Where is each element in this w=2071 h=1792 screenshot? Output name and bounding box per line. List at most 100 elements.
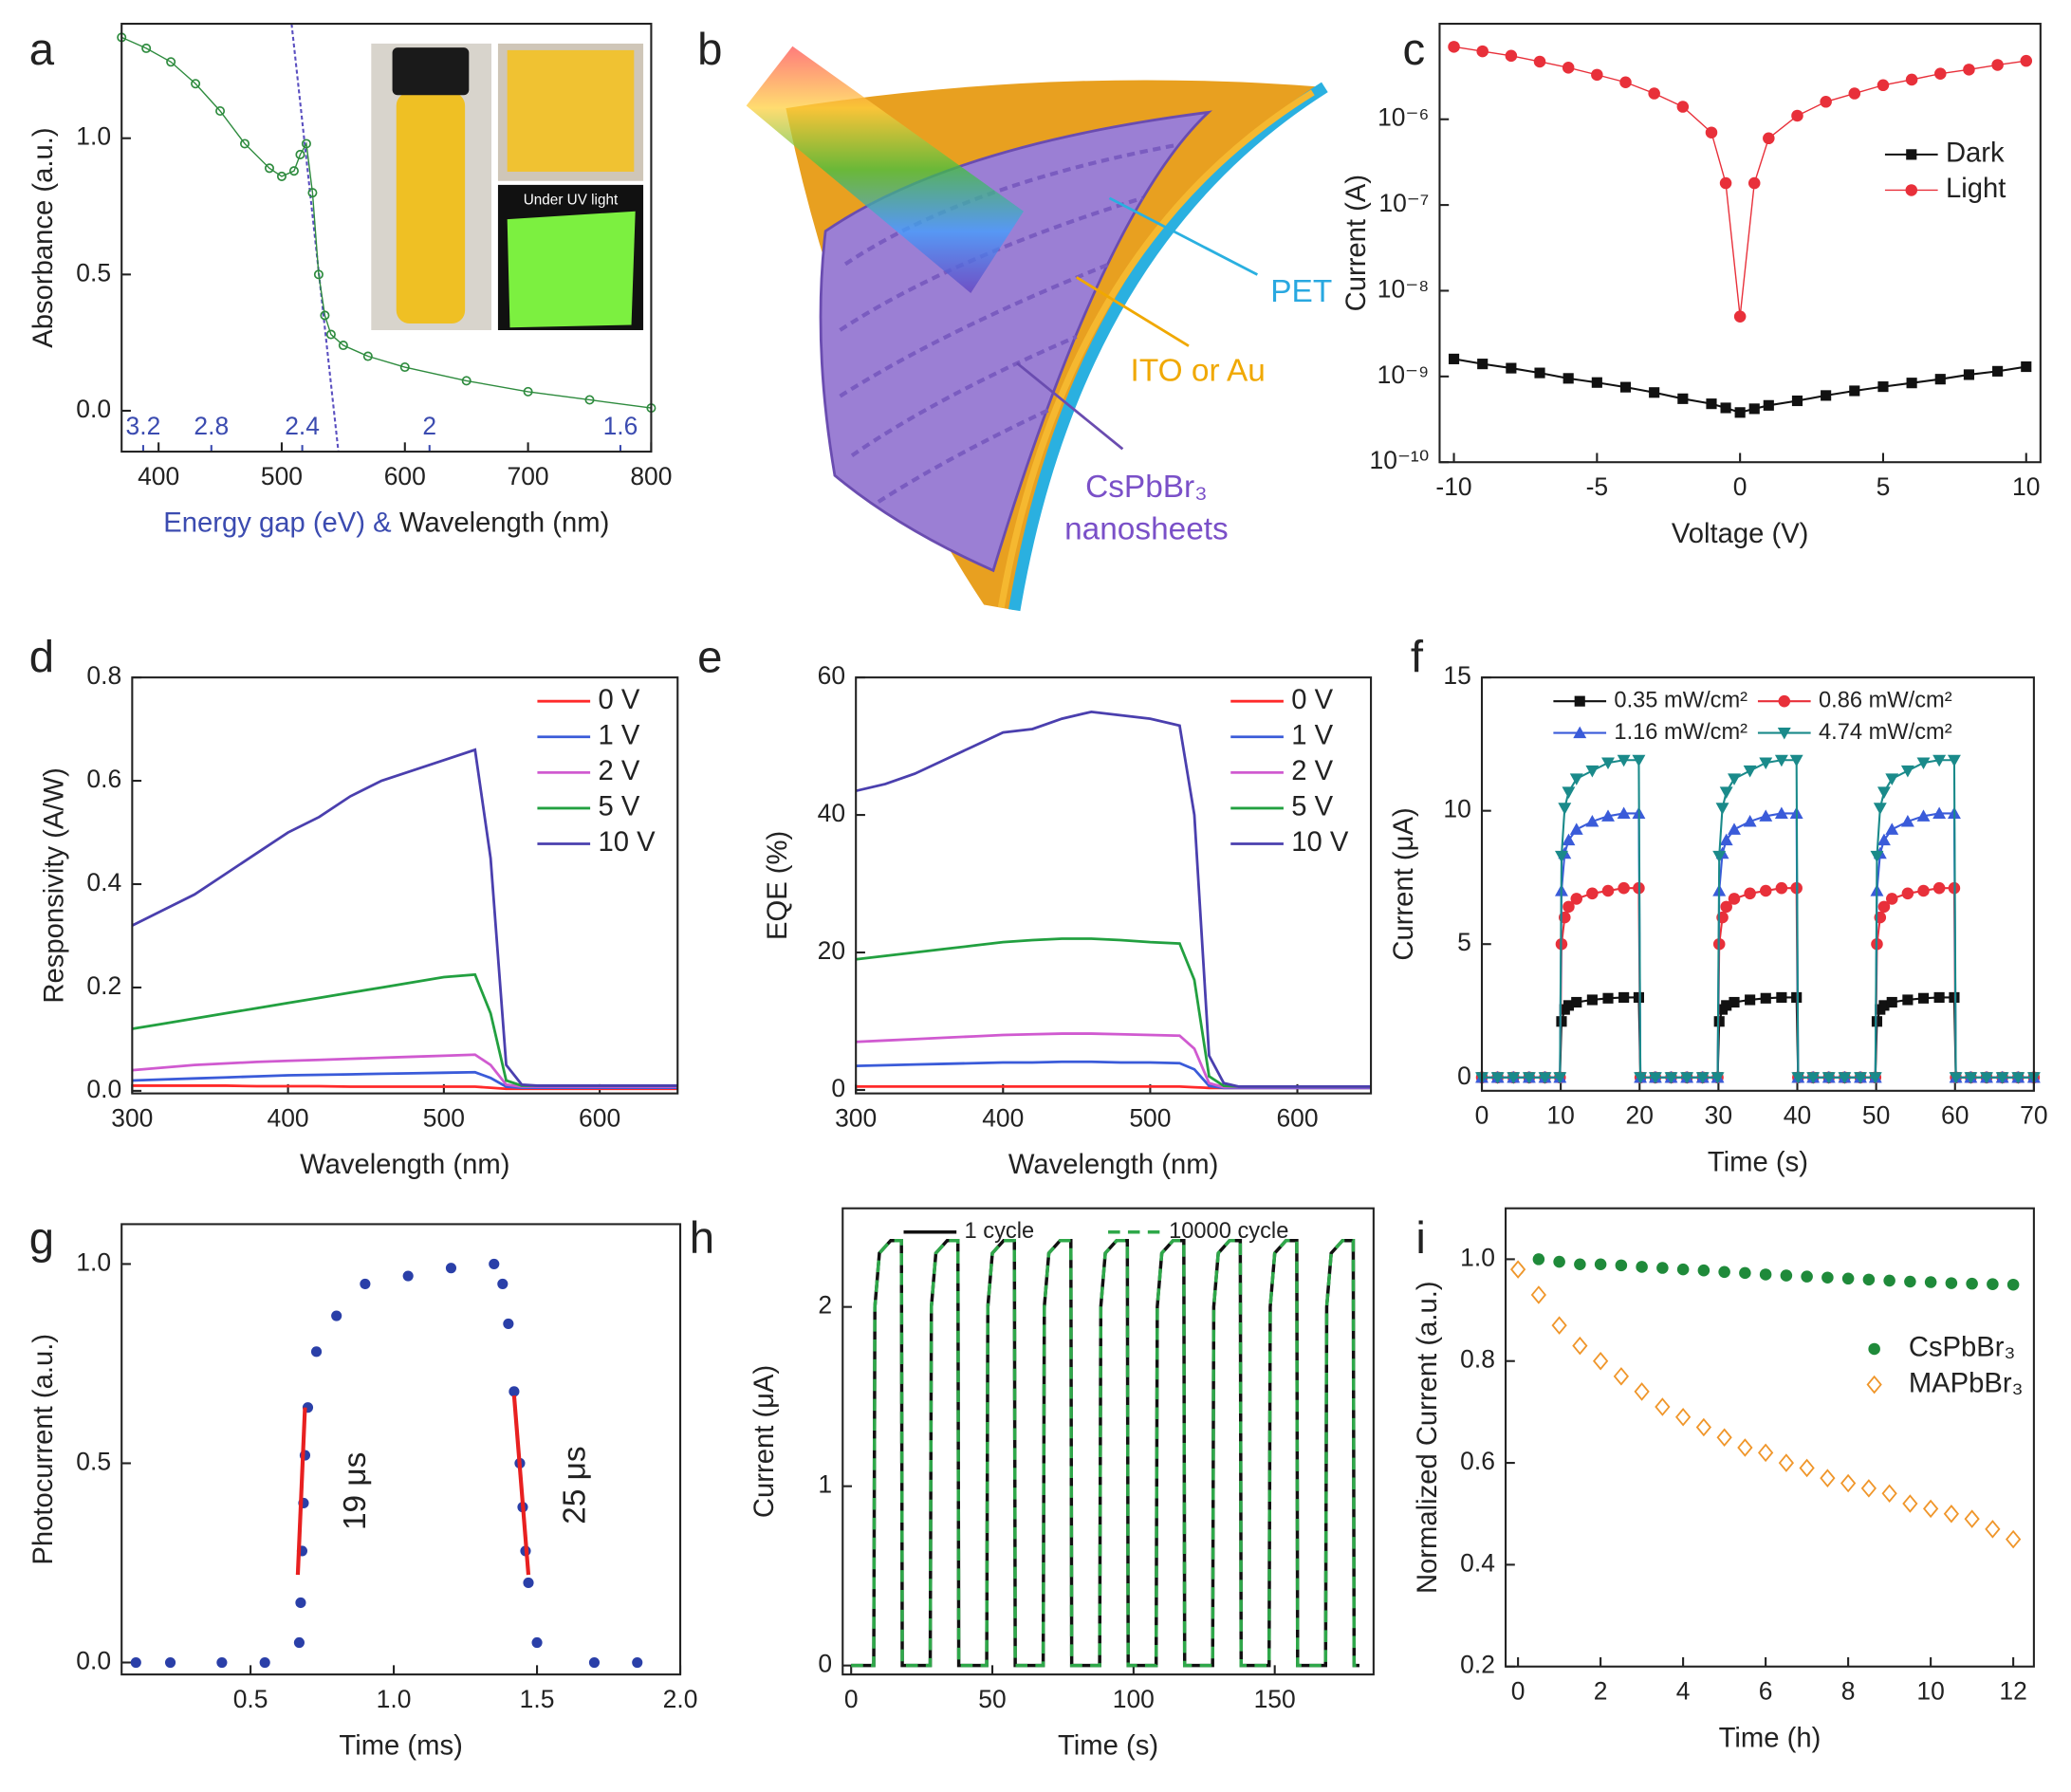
plot-frame xyxy=(855,676,1373,1095)
y-tick-label: 0.8 xyxy=(86,661,121,690)
x-tick-label: 600 xyxy=(384,462,426,490)
marker xyxy=(1695,1072,1710,1084)
y-tick-label: 0 xyxy=(1457,1062,1471,1090)
marker xyxy=(313,269,324,280)
marker xyxy=(1934,67,1947,80)
x-axis-label: Time (h) xyxy=(1719,1723,1821,1753)
marker xyxy=(1448,353,1460,364)
marker xyxy=(1551,1316,1567,1335)
series-line xyxy=(856,1060,1372,1090)
marker xyxy=(1860,1479,1877,1498)
x-tick-label: 70 xyxy=(2020,1101,2047,1130)
marker xyxy=(1881,1484,1897,1504)
panel-label: e xyxy=(697,633,722,683)
x-tick-label: 600 xyxy=(1276,1103,1318,1132)
marker xyxy=(1877,900,1891,914)
series-line xyxy=(855,710,1372,1088)
y-axis-label: Photocurrent (a.u.) xyxy=(28,1334,59,1565)
marker xyxy=(1505,49,1518,63)
marker xyxy=(1618,881,1630,895)
x-tick-label: 400 xyxy=(138,462,179,490)
marker xyxy=(1995,1072,2009,1084)
marker xyxy=(1676,1263,1690,1276)
plot-frame xyxy=(120,23,653,453)
marker xyxy=(1877,79,1890,92)
series-line xyxy=(1453,358,2026,414)
marker xyxy=(1570,893,1583,905)
fit-line xyxy=(511,1395,531,1576)
marker xyxy=(1569,773,1583,785)
marker xyxy=(1507,1072,1521,1084)
legend-label: 2 V xyxy=(1291,756,1333,786)
x-axis-label-text: Time (s) xyxy=(1058,1730,1158,1761)
legend-label: 0 V xyxy=(1291,685,1333,715)
y-tick-label: 0 xyxy=(831,1074,845,1102)
y-axis-label: Normalized Current (a.u.) xyxy=(1413,1281,1443,1594)
panel-label: a xyxy=(29,25,55,75)
x-axis-label: Time (ms) xyxy=(339,1730,462,1761)
marker xyxy=(1763,132,1775,145)
marker xyxy=(1966,1277,1978,1290)
marker xyxy=(1720,900,1732,914)
marker xyxy=(1821,390,1832,401)
marker xyxy=(307,188,318,198)
y-tick-label: 2 xyxy=(818,1291,832,1320)
marker xyxy=(1571,996,1582,1008)
series-line xyxy=(856,1032,1372,1089)
x-axis-label: Wavelength (nm) xyxy=(1008,1150,1218,1180)
marker xyxy=(1757,1443,1774,1463)
legend-label: 10 V xyxy=(1291,827,1349,858)
legend-label: 0.86 mW/cm² xyxy=(1819,688,1952,712)
y-tick-label: 10⁻⁶ xyxy=(1378,103,1429,132)
x-tick-label: 50 xyxy=(978,1685,1006,1713)
marker xyxy=(1715,803,1729,815)
legend-label: 1.16 mW/cm² xyxy=(1614,720,1747,745)
series-line xyxy=(851,1238,1359,1668)
annotation: 19 μs xyxy=(338,1452,373,1530)
marker xyxy=(1728,822,1741,835)
x-tick-label: 500 xyxy=(1129,1103,1171,1132)
marker xyxy=(1710,1072,1725,1084)
x-axis-label-text: Time (h) xyxy=(1719,1723,1821,1753)
marker xyxy=(1963,369,1975,380)
marker xyxy=(360,1278,371,1290)
marker xyxy=(276,171,287,181)
marker xyxy=(1718,1265,1730,1279)
x2-tick-label: 2.8 xyxy=(194,412,229,440)
panel-label: h xyxy=(690,1213,714,1264)
marker xyxy=(1924,1276,1937,1288)
marker xyxy=(1743,814,1757,827)
y-axis-label: Current (A) xyxy=(1341,175,1372,312)
x2-tick-label: 2 xyxy=(422,412,436,440)
marker xyxy=(1530,1285,1547,1304)
x-tick-label: 8 xyxy=(1841,1677,1856,1706)
marker xyxy=(325,329,336,340)
marker xyxy=(1591,377,1602,388)
marker xyxy=(1522,1072,1536,1084)
marker xyxy=(264,163,274,174)
x-tick-label: 0 xyxy=(1475,1101,1489,1130)
marker xyxy=(1477,359,1489,370)
legend-label: 10 V xyxy=(598,827,656,858)
x-tick-label: 600 xyxy=(579,1103,620,1132)
marker xyxy=(1617,806,1631,820)
x-tick-label: 300 xyxy=(835,1103,877,1132)
marker xyxy=(1964,1072,1978,1084)
marker xyxy=(1695,1417,1712,1437)
marker xyxy=(1760,992,1771,1004)
x-tick-label: 500 xyxy=(261,462,303,490)
x2-tick-label: 1.6 xyxy=(603,412,638,440)
x-tick-label: 60 xyxy=(1941,1101,1969,1130)
marker xyxy=(2011,1072,2025,1084)
marker xyxy=(1780,1269,1793,1282)
marker xyxy=(1553,1072,1567,1084)
x-tick-label: 2.0 xyxy=(663,1685,698,1713)
marker xyxy=(1737,1438,1753,1457)
marker xyxy=(399,362,410,373)
marker xyxy=(1448,41,1460,53)
x-tick-label: 12 xyxy=(1999,1677,2026,1706)
label-pet: PET xyxy=(1270,274,1332,309)
marker xyxy=(1916,809,1931,822)
x-tick-label: 1.5 xyxy=(520,1685,555,1713)
y-tick-label: 1.0 xyxy=(76,1247,111,1276)
